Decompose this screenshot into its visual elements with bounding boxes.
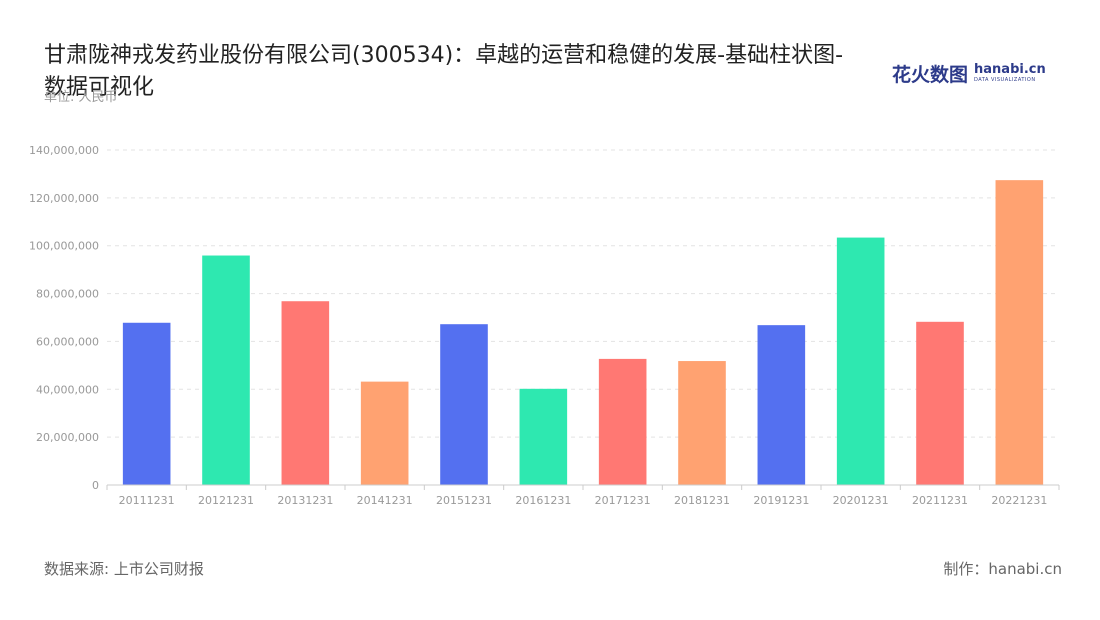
x-tick-label: 20111231 bbox=[119, 494, 175, 507]
maker-value: hanabi.cn bbox=[988, 560, 1062, 578]
data-source: 数据来源: 上市公司财报 bbox=[44, 560, 204, 578]
x-tick-label: 20221231 bbox=[991, 494, 1047, 507]
x-tick-label: 20191231 bbox=[753, 494, 809, 507]
y-tick-label: 100,000,000 bbox=[29, 240, 99, 253]
bar-20221231 bbox=[995, 180, 1044, 485]
x-tick-label: 20151231 bbox=[436, 494, 492, 507]
x-tick-label: 20181231 bbox=[674, 494, 730, 507]
bar-20161231 bbox=[519, 388, 568, 485]
x-tick-label: 20121231 bbox=[198, 494, 254, 507]
brand-name-cn: 花火数图 bbox=[892, 63, 969, 86]
bar-20171231 bbox=[598, 358, 647, 485]
unit-label: 单位: 人民币 bbox=[44, 90, 118, 105]
y-tick-label: 120,000,000 bbox=[29, 192, 99, 205]
brand-tagline: DATA VISUALIZATION bbox=[974, 77, 1036, 83]
x-tick-label: 20171231 bbox=[595, 494, 651, 507]
bar-20131231 bbox=[281, 301, 330, 485]
y-axis-ticks: 0 20,000,000 40,000,000 60,000,000 80,000,00… bbox=[29, 144, 99, 492]
brand-name-en-block: hanabi.cn DATA VISUALIZATION bbox=[974, 63, 1046, 83]
bar-20111231 bbox=[122, 322, 171, 485]
y-tick-label: 40,000,000 bbox=[36, 383, 99, 396]
y-tick-label: 140,000,000 bbox=[29, 144, 99, 157]
brand-logo: 花火数图 hanabi.cn DATA VISUALIZATION bbox=[892, 60, 1046, 86]
bar-20121231 bbox=[202, 255, 250, 485]
bar-chart: 0 20,000,000 40,000,000 60,000,000 80,000,00… bbox=[29, 144, 1060, 507]
x-tick-label: 20141231 bbox=[357, 494, 413, 507]
chart-title: 甘肃陇神戎发药业股份有限公司(300534)：卓越的运营和稳健的发展-基础柱状图… bbox=[44, 43, 844, 100]
bar-20141231 bbox=[360, 381, 409, 485]
y-tick-label: 60,000,000 bbox=[36, 335, 99, 348]
brand-name-en: hanabi.cn bbox=[974, 62, 1046, 77]
y-tick-label: 0 bbox=[92, 479, 99, 492]
bar-20201231 bbox=[836, 237, 885, 485]
x-tick-label: 20201231 bbox=[833, 494, 889, 507]
x-tick-label: 20161231 bbox=[515, 494, 571, 507]
x-axis-ticks: 20111231 20121231 20131231 20141231 20151231… bbox=[106, 485, 1060, 507]
maker-credit: 制作：hanabi.cn bbox=[943, 558, 1062, 579]
grid-lines bbox=[107, 149, 1059, 438]
y-tick-label: 80,000,000 bbox=[36, 288, 99, 301]
bar-20181231 bbox=[678, 361, 726, 485]
bar-20151231 bbox=[440, 324, 488, 485]
y-tick-label: 20,000,000 bbox=[36, 431, 99, 444]
x-tick-label: 20211231 bbox=[912, 494, 968, 507]
bar-20191231 bbox=[757, 325, 806, 485]
x-tick-label: 20131231 bbox=[277, 494, 333, 507]
bars bbox=[122, 180, 1044, 485]
maker-label: 制作： bbox=[943, 560, 989, 578]
bar-20211231 bbox=[916, 321, 964, 485]
